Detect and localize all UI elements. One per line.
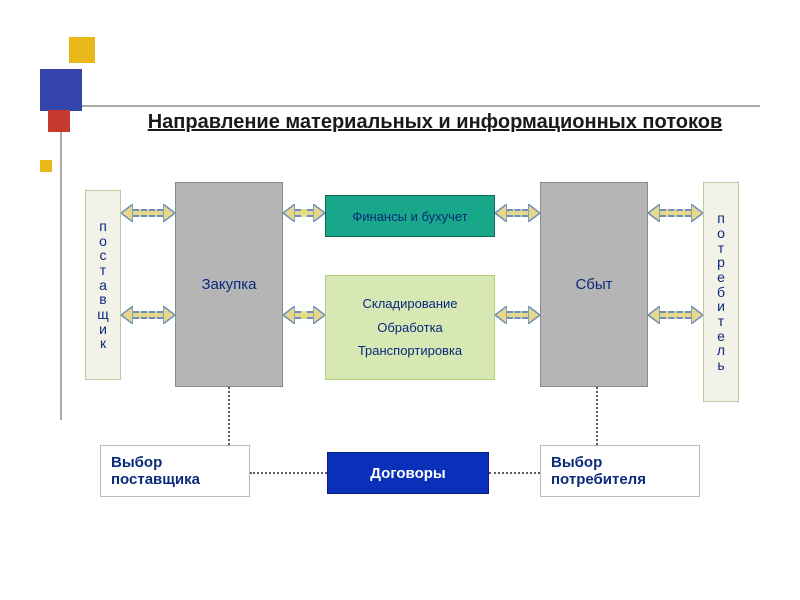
box-consumer: потребитель: [703, 182, 739, 402]
box-supplier: поставщик: [85, 190, 121, 380]
box-finance: Финансы и бухучет: [325, 195, 495, 237]
decor-sq-yellow-2: [40, 160, 52, 172]
arrow-a7: [648, 204, 703, 222]
box-purchase: Закупка: [175, 182, 283, 387]
label-supplier: поставщик: [97, 219, 109, 351]
arrow-a4: [283, 306, 325, 324]
arrow-a1: [121, 204, 175, 222]
label-purchase: Закупка: [202, 276, 257, 293]
decor-sq-red: [48, 110, 70, 132]
box-sales: Сбыт: [540, 182, 648, 387]
decor-sq-blue: [40, 69, 82, 111]
diagram-root: { "title": "Направление материальных и и…: [0, 0, 800, 600]
decor-sq-yellow-1: [69, 37, 95, 63]
arrow-a6: [495, 306, 540, 324]
dashed-d4: [489, 472, 540, 474]
label-sales: Сбыт: [575, 276, 612, 293]
label-select-consumer: Выбор потребителя: [551, 454, 646, 488]
label-consumer: потребитель: [717, 211, 725, 373]
arrow-a3: [283, 204, 325, 222]
label-select-supplier: Выбор поставщика: [111, 454, 200, 488]
diagram-title: Направление материальных и информационны…: [100, 110, 770, 135]
decor-hline: [72, 105, 760, 107]
arrow-a5: [495, 204, 540, 222]
dashed-d2: [596, 387, 598, 445]
label-warehouse: СкладированиеОбработкаТранспортировка: [358, 297, 462, 358]
dashed-d3: [250, 472, 327, 474]
box-select-consumer: Выбор потребителя: [540, 445, 700, 497]
arrow-a8: [648, 306, 703, 324]
dashed-d1: [228, 387, 230, 445]
decor-vline: [60, 85, 62, 420]
box-select-supplier: Выбор поставщика: [100, 445, 250, 497]
label-contracts: Договоры: [370, 465, 445, 482]
box-warehouse: СкладированиеОбработкаТранспортировка: [325, 275, 495, 380]
arrow-a2: [121, 306, 175, 324]
box-contracts: Договоры: [327, 452, 489, 494]
label-finance: Финансы и бухучет: [352, 209, 467, 224]
